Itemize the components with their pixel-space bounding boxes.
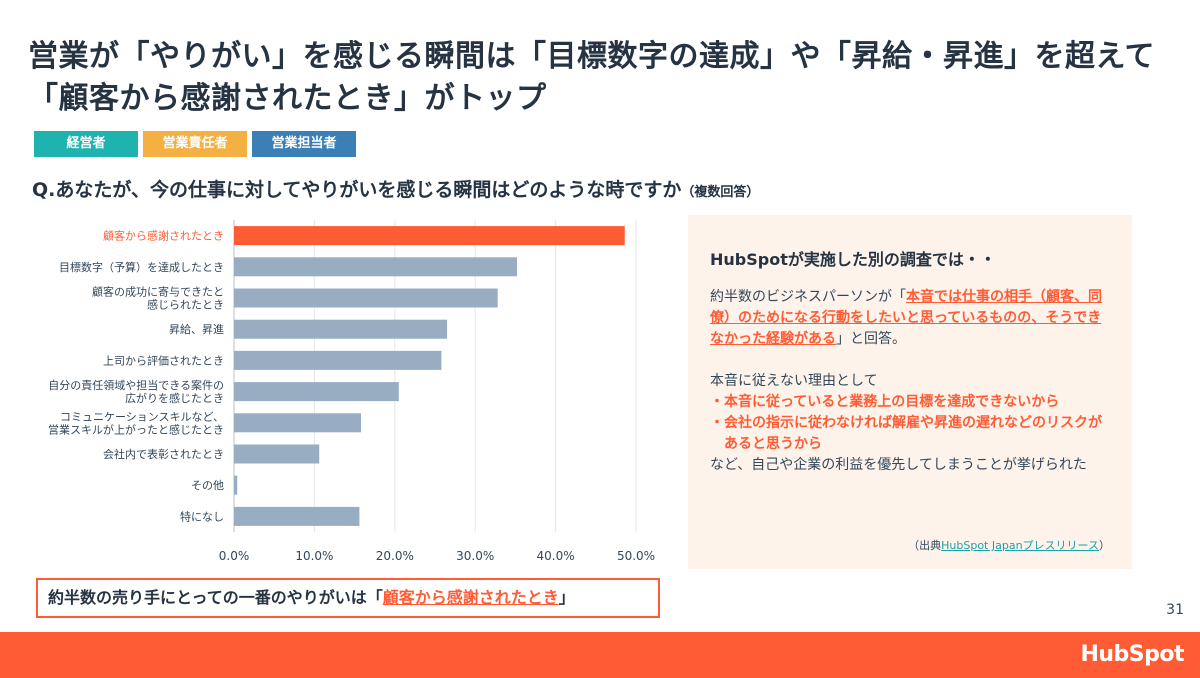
- panel-paragraph: 約半数のビジネスパーソンが「本音では仕事の相手（顧客、同僚）のためになる行動をし…: [710, 287, 1115, 350]
- footer-bar: HubSpot: [0, 632, 1200, 678]
- source-citation: （出典HubSpot Japanプレスリリース）: [908, 537, 1110, 553]
- bar: [234, 350, 442, 370]
- panel-p1-post: 」と回答。: [836, 331, 906, 347]
- conclusion-highlight: 顧客から感謝されたとき: [382, 588, 559, 607]
- x-tick-label: 50.0%: [617, 549, 655, 563]
- hubspot-logo: HubSpot: [1080, 642, 1184, 667]
- category-label: 会社内で表彰されたとき: [103, 447, 224, 461]
- legend-item-sales-manager: 営業責任者: [143, 131, 247, 157]
- category-label: 目標数字（予算）を達成したとき: [59, 260, 224, 274]
- bar: [234, 382, 399, 402]
- source-post: ）: [1099, 539, 1110, 552]
- panel-p1-pre: 約半数のビジネスパーソンが「: [710, 289, 906, 305]
- category-label: 上司から評価されたとき: [103, 353, 224, 367]
- page-number: 31: [1166, 602, 1184, 618]
- bar: [234, 413, 362, 433]
- conclusion-post: 」: [558, 588, 575, 607]
- category-label: コミュニケーションスキルなど、営業スキルが上がったと感じたとき: [48, 410, 224, 436]
- category-label: 顧客から感謝されたとき: [103, 229, 224, 243]
- legend-item-executive: 経営者: [34, 131, 138, 157]
- source-pre: （出典: [908, 539, 942, 552]
- survey-note-panel: HubSpotが実施した別の調査では・・ 約半数のビジネスパーソンが「本音では仕…: [688, 215, 1132, 569]
- slide-title: 営業が「やりがい」を感じる瞬間は「目標数字の達成」や「昇給・昇進」を超えて「顧客…: [28, 39, 1155, 116]
- x-tick-label: 30.0%: [456, 549, 494, 563]
- reason-1: ・本音に従っていると業務上の目標を達成できないから: [710, 394, 1060, 410]
- bar: [234, 226, 625, 246]
- source-link[interactable]: HubSpot Japanプレスリリース: [941, 539, 1099, 552]
- x-tick-label: 20.0%: [376, 549, 414, 563]
- survey-question: Q.あなたが、今の仕事に対してやりがいを感じる瞬間はどのような時ですか（複数回答…: [32, 175, 759, 202]
- legend-item-sales-rep: 営業担当者: [252, 131, 356, 157]
- bar: [234, 506, 360, 526]
- bar-chart: 0.0% 10.0% 20.0% 30.0% 40.0% 50.0% 顧客から感謝されたとき…: [48, 220, 655, 563]
- panel-body: 約半数のビジネスパーソンが「本音では仕事の相手（顧客、同僚）のためになる行動をし…: [710, 287, 1115, 476]
- bar: [234, 444, 320, 464]
- question-note: （複数回答）: [681, 185, 760, 200]
- conclusion-box: 約半数の売り手にとっての一番のやりがいは「顧客から感謝されたとき」: [36, 578, 660, 618]
- category-label: その他: [191, 479, 224, 492]
- x-tick-label: 10.0%: [295, 549, 333, 563]
- reason-intro: 本音に従えない理由として: [710, 373, 878, 389]
- bar: [234, 288, 498, 308]
- bar: [234, 319, 448, 339]
- bar: [234, 257, 518, 277]
- panel-title: HubSpotが実施した別の調査では・・: [710, 250, 996, 269]
- conclusion-pre: 約半数の売り手にとっての一番のやりがいは「: [48, 588, 383, 607]
- category-label: 特になし: [180, 509, 224, 523]
- reason-2: ・会社の指示に従わなければ解雇や昇進の遅れなどのリスクがあると思うから: [710, 415, 1102, 452]
- x-tick-label: 40.0%: [537, 549, 575, 563]
- bar: [234, 475, 238, 495]
- x-tick-label: 0.0%: [219, 549, 250, 563]
- panel-closing: など、自己や企業の利益を優先してしまうことが挙げられた: [710, 457, 1087, 473]
- category-label: 自分の責任領域や担当できる案件の広がりを感じたとき: [48, 378, 224, 405]
- question-text: Q.あなたが、今の仕事に対してやりがいを感じる瞬間はどのような時ですか: [32, 179, 682, 201]
- category-label: 昇給、昇進: [169, 322, 224, 336]
- category-label: 顧客の成功に寄与できたと感じられたとき: [92, 285, 224, 312]
- panel-p1-highlight: 本音では仕事の相手（顧客、同僚）のためになる行動をしたいと思っているものの、そう…: [710, 289, 1102, 347]
